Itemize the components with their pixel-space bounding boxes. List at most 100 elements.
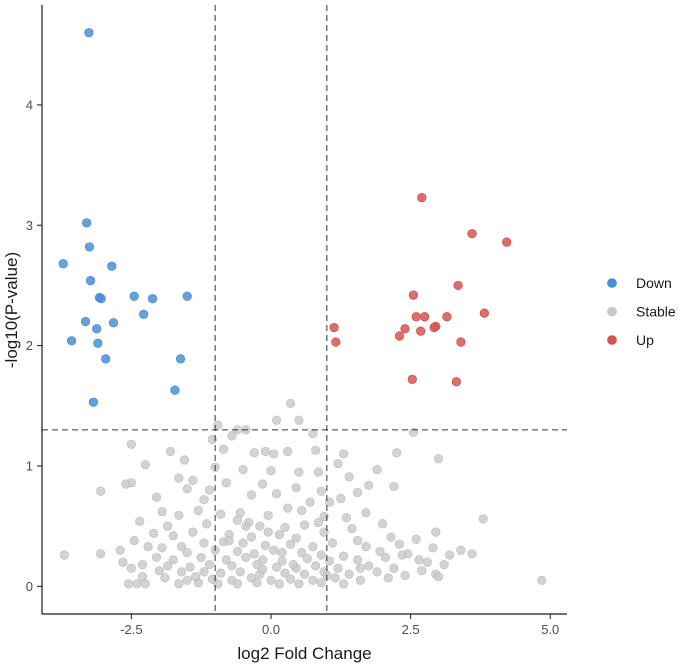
point-stable [96,549,106,559]
point-stable [149,528,159,538]
x-tick-label: -2.5 [120,622,142,637]
point-stable [135,516,145,526]
point-up [453,280,463,291]
point-stable [456,545,466,555]
point-up [416,326,426,336]
y-tick-label: 2 [26,338,33,353]
point-stable [408,427,419,437]
point-stable [372,567,382,577]
point-up [451,377,462,387]
legend-label-down: Down [636,275,672,291]
point-stable [260,446,271,457]
point-stable [336,493,346,504]
point-stable [258,564,268,575]
point-stable [241,521,251,531]
point-stable [299,569,310,579]
point-stable [151,492,162,502]
point-stable [269,545,279,555]
point-down [88,397,98,407]
point-stable [177,541,187,552]
point-stable [319,527,329,537]
point-stable [132,579,142,589]
point-stable [271,562,282,572]
point-stable [269,449,279,459]
point-stable [347,523,357,534]
point-stable [339,579,349,589]
point-stable [193,505,203,516]
point-stable [140,579,150,589]
point-stable [246,532,257,542]
point-stable [299,520,310,530]
point-stable [355,575,365,585]
point-stable [316,486,326,496]
point-stable [266,575,276,585]
point-stable [216,509,226,519]
point-stable [255,521,265,531]
point-stable [266,466,276,476]
point-stable [383,573,393,583]
point-up [502,237,512,247]
point-stable [115,545,125,555]
point-stable [252,578,262,588]
point-stable [333,458,343,469]
point-stable [313,467,324,477]
point-stable [160,573,170,583]
point-stable [249,448,259,458]
point-up [400,324,410,334]
x-tick-label: 5.0 [541,622,559,637]
point-up [456,337,466,347]
point-stable [411,534,421,544]
point-stable [260,540,271,551]
point-up [442,312,452,322]
point-stable [291,533,301,543]
point-stable [263,527,273,537]
point-stable [467,549,477,559]
point-down [170,385,180,395]
points-layer [58,28,547,589]
point-stable [302,554,312,564]
y-ticks: 0 1 2 3 4 [26,97,42,594]
y-tick-label: 3 [26,218,33,233]
point-stable [163,521,173,531]
point-stable [199,495,209,505]
point-stable [327,538,338,548]
point-stable [232,546,243,557]
point-stable [341,513,351,523]
legend-label-up: Up [636,332,654,348]
point-stable [439,560,449,570]
point-stable [204,560,215,570]
point-stable [227,561,237,571]
point-stable [235,567,245,577]
point-stable [291,483,301,493]
point-stable [361,508,371,518]
legend-label-stable: Stable [636,304,676,320]
point-stable [277,548,287,558]
point-stable [221,555,231,565]
point-stable [137,560,148,570]
point-down [82,218,92,228]
point-stable [227,431,237,441]
threshold-lines [42,5,567,614]
point-stable [297,548,307,558]
point-stable [428,543,438,553]
point-stable [445,550,455,560]
point-stable [182,575,192,585]
legend-marker-stable [607,306,617,317]
point-stable [168,555,178,565]
point-stable [361,541,371,552]
point-stable [311,561,321,571]
point-down [66,336,77,346]
point-stable [157,543,167,553]
point-stable [202,519,212,529]
point-down [92,324,102,334]
point-stable [274,579,284,589]
point-stable [397,550,407,560]
point-down [147,294,158,304]
point-stable [121,479,131,489]
point-stable [151,552,162,563]
point-stable [333,563,343,573]
point-stable [431,527,441,537]
point-stable [140,460,150,470]
x-tick-label: 2.5 [402,622,420,637]
